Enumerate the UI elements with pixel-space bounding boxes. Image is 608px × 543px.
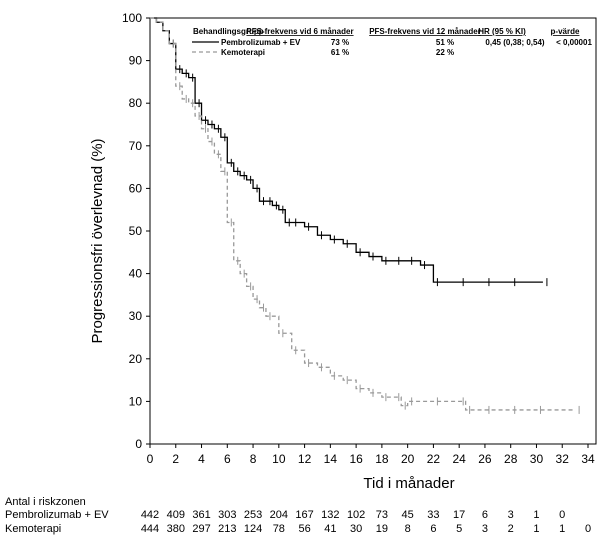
legend-name: Pembrolizumab + EV: [221, 38, 301, 47]
risk-value: 6: [482, 509, 488, 521]
x-tick-label: 22: [427, 452, 441, 466]
risk-value: 204: [270, 509, 288, 521]
x-tick-label: 24: [452, 452, 466, 466]
risk-value: 409: [167, 509, 185, 521]
risk-value: 3: [482, 523, 488, 535]
risk-value: 56: [298, 523, 310, 535]
risk-value: 444: [141, 523, 159, 535]
risk-value: 303: [218, 509, 236, 521]
risk-value: 124: [244, 523, 262, 535]
x-tick-label: 16: [349, 452, 363, 466]
legend-header: p-värde: [551, 27, 580, 36]
plot-frame: [149, 17, 597, 445]
legend-header: Behandlingsgrupp: [193, 27, 264, 36]
risk-value: 213: [218, 523, 236, 535]
risk-row-label-pembro: Pembrolizumab + EV: [5, 509, 109, 521]
legend-pfs6: 73 %: [331, 38, 349, 47]
y-tick-label: 30: [129, 309, 143, 323]
risk-value: 2: [508, 523, 514, 535]
y-tick-label: 60: [129, 181, 143, 195]
risk-value: 132: [321, 509, 339, 521]
x-tick-label: 30: [530, 452, 544, 466]
y-tick-label: 80: [129, 96, 143, 110]
legend-pfs12: 51 %: [436, 38, 454, 47]
x-tick-label: 4: [198, 452, 205, 466]
risk-value: 45: [402, 509, 414, 521]
y-tick-label: 50: [129, 224, 143, 238]
risk-value: 167: [295, 509, 313, 521]
risk-value: 78: [273, 523, 285, 535]
risk-value: 102: [347, 509, 365, 521]
x-tick-label: 6: [224, 452, 231, 466]
risk-value: 30: [350, 523, 362, 535]
x-tick-label: 0: [147, 452, 154, 466]
risk-value: 380: [167, 523, 185, 535]
legend-p: < 0,00001: [556, 38, 592, 47]
risk-row-label-chemo: Kemoterapi: [5, 523, 62, 535]
legend-header: PFS-frekvens vid 12 månader: [369, 27, 481, 36]
x-tick-label: 10: [272, 452, 286, 466]
y-tick-label: 20: [129, 352, 143, 366]
risk-value: 361: [192, 509, 210, 521]
risk-value: 3: [508, 509, 514, 521]
risk-value: 1: [533, 509, 539, 521]
risk-value: 0: [559, 509, 565, 521]
risk-value: 253: [244, 509, 262, 521]
y-tick-label: 90: [129, 54, 143, 68]
x-tick-label: 26: [478, 452, 492, 466]
legend-hr: 0,45 (0,38; 0,54): [485, 38, 544, 47]
km-curve-chemo: [150, 17, 576, 411]
x-tick-label: 12: [298, 452, 312, 466]
risk-value: 0: [585, 523, 591, 535]
y-tick-label: 40: [129, 267, 143, 281]
y-tick-label: 70: [129, 139, 143, 153]
risk-value: 1: [533, 523, 539, 535]
risk-value: 442: [141, 509, 159, 521]
risk-value: 33: [427, 509, 439, 521]
risk-value: 41: [324, 523, 336, 535]
x-tick-label: 28: [504, 452, 518, 466]
risk-value: 19: [376, 523, 388, 535]
x-tick-label: 2: [172, 452, 179, 466]
risk-value: 5: [456, 523, 462, 535]
risk-value: 8: [405, 523, 411, 535]
km-curve-pembro: [150, 17, 543, 283]
legend-header: HR (95 % KI): [478, 27, 526, 36]
risk-value: 17: [453, 509, 465, 521]
legend-header: PFS-frekvens vid 6 månader: [246, 27, 353, 36]
risk-value: 6: [430, 523, 436, 535]
x-tick-label: 34: [581, 452, 595, 466]
risk-table-title: Antal i riskzonen: [5, 496, 86, 508]
y-tick-label: 100: [122, 11, 142, 25]
risk-value: 1: [559, 523, 565, 535]
x-tick-label: 8: [250, 452, 257, 466]
legend-name: Kemoterapi: [221, 48, 265, 57]
x-tick-label: 32: [556, 452, 570, 466]
x-tick-label: 18: [375, 452, 389, 466]
y-axis-label: Progressionsfri överlevnad (%): [89, 138, 106, 343]
y-tick-label: 0: [135, 437, 142, 451]
legend-pfs12: 22 %: [436, 48, 454, 57]
y-tick-label: 10: [129, 394, 143, 408]
risk-value: 297: [192, 523, 210, 535]
x-tick-label: 20: [401, 452, 415, 466]
x-tick-label: 14: [324, 452, 338, 466]
legend-pfs6: 61 %: [331, 48, 349, 57]
risk-value: 73: [376, 509, 388, 521]
x-axis-label: Tid i månader: [363, 475, 454, 492]
